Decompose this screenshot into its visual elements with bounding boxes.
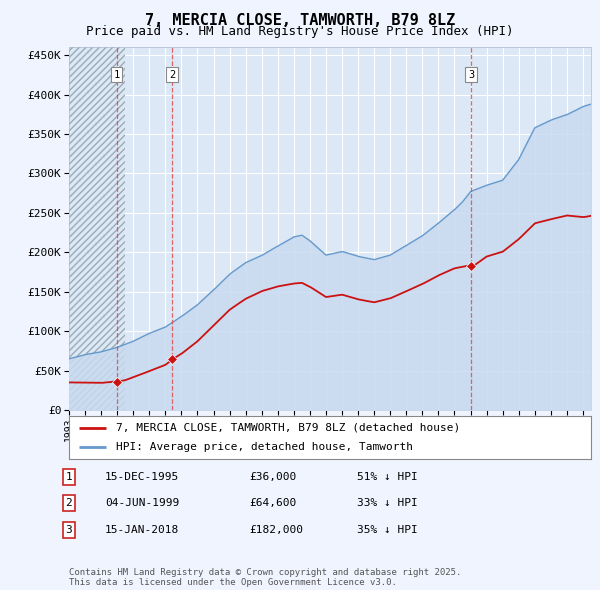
Text: HPI: Average price, detached house, Tamworth: HPI: Average price, detached house, Tamw… (116, 442, 413, 453)
Text: 1: 1 (65, 472, 73, 481)
Text: 04-JUN-1999: 04-JUN-1999 (105, 499, 179, 508)
Text: £64,600: £64,600 (249, 499, 296, 508)
Text: Price paid vs. HM Land Registry's House Price Index (HPI): Price paid vs. HM Land Registry's House … (86, 25, 514, 38)
Text: Contains HM Land Registry data © Crown copyright and database right 2025.
This d: Contains HM Land Registry data © Crown c… (69, 568, 461, 587)
Text: £182,000: £182,000 (249, 525, 303, 535)
Text: 33% ↓ HPI: 33% ↓ HPI (357, 499, 418, 508)
Text: 3: 3 (65, 525, 73, 535)
Text: 15-DEC-1995: 15-DEC-1995 (105, 472, 179, 481)
Text: 2: 2 (169, 70, 175, 80)
Text: 35% ↓ HPI: 35% ↓ HPI (357, 525, 418, 535)
Text: 1: 1 (113, 70, 119, 80)
Text: 7, MERCIA CLOSE, TAMWORTH, B79 8LZ (detached house): 7, MERCIA CLOSE, TAMWORTH, B79 8LZ (deta… (116, 422, 460, 432)
Text: 2: 2 (65, 499, 73, 508)
Text: 3: 3 (468, 70, 475, 80)
Bar (69, 47, 125, 410)
Text: 15-JAN-2018: 15-JAN-2018 (105, 525, 179, 535)
Text: £36,000: £36,000 (249, 472, 296, 481)
Text: 51% ↓ HPI: 51% ↓ HPI (357, 472, 418, 481)
Text: 7, MERCIA CLOSE, TAMWORTH, B79 8LZ: 7, MERCIA CLOSE, TAMWORTH, B79 8LZ (145, 13, 455, 28)
